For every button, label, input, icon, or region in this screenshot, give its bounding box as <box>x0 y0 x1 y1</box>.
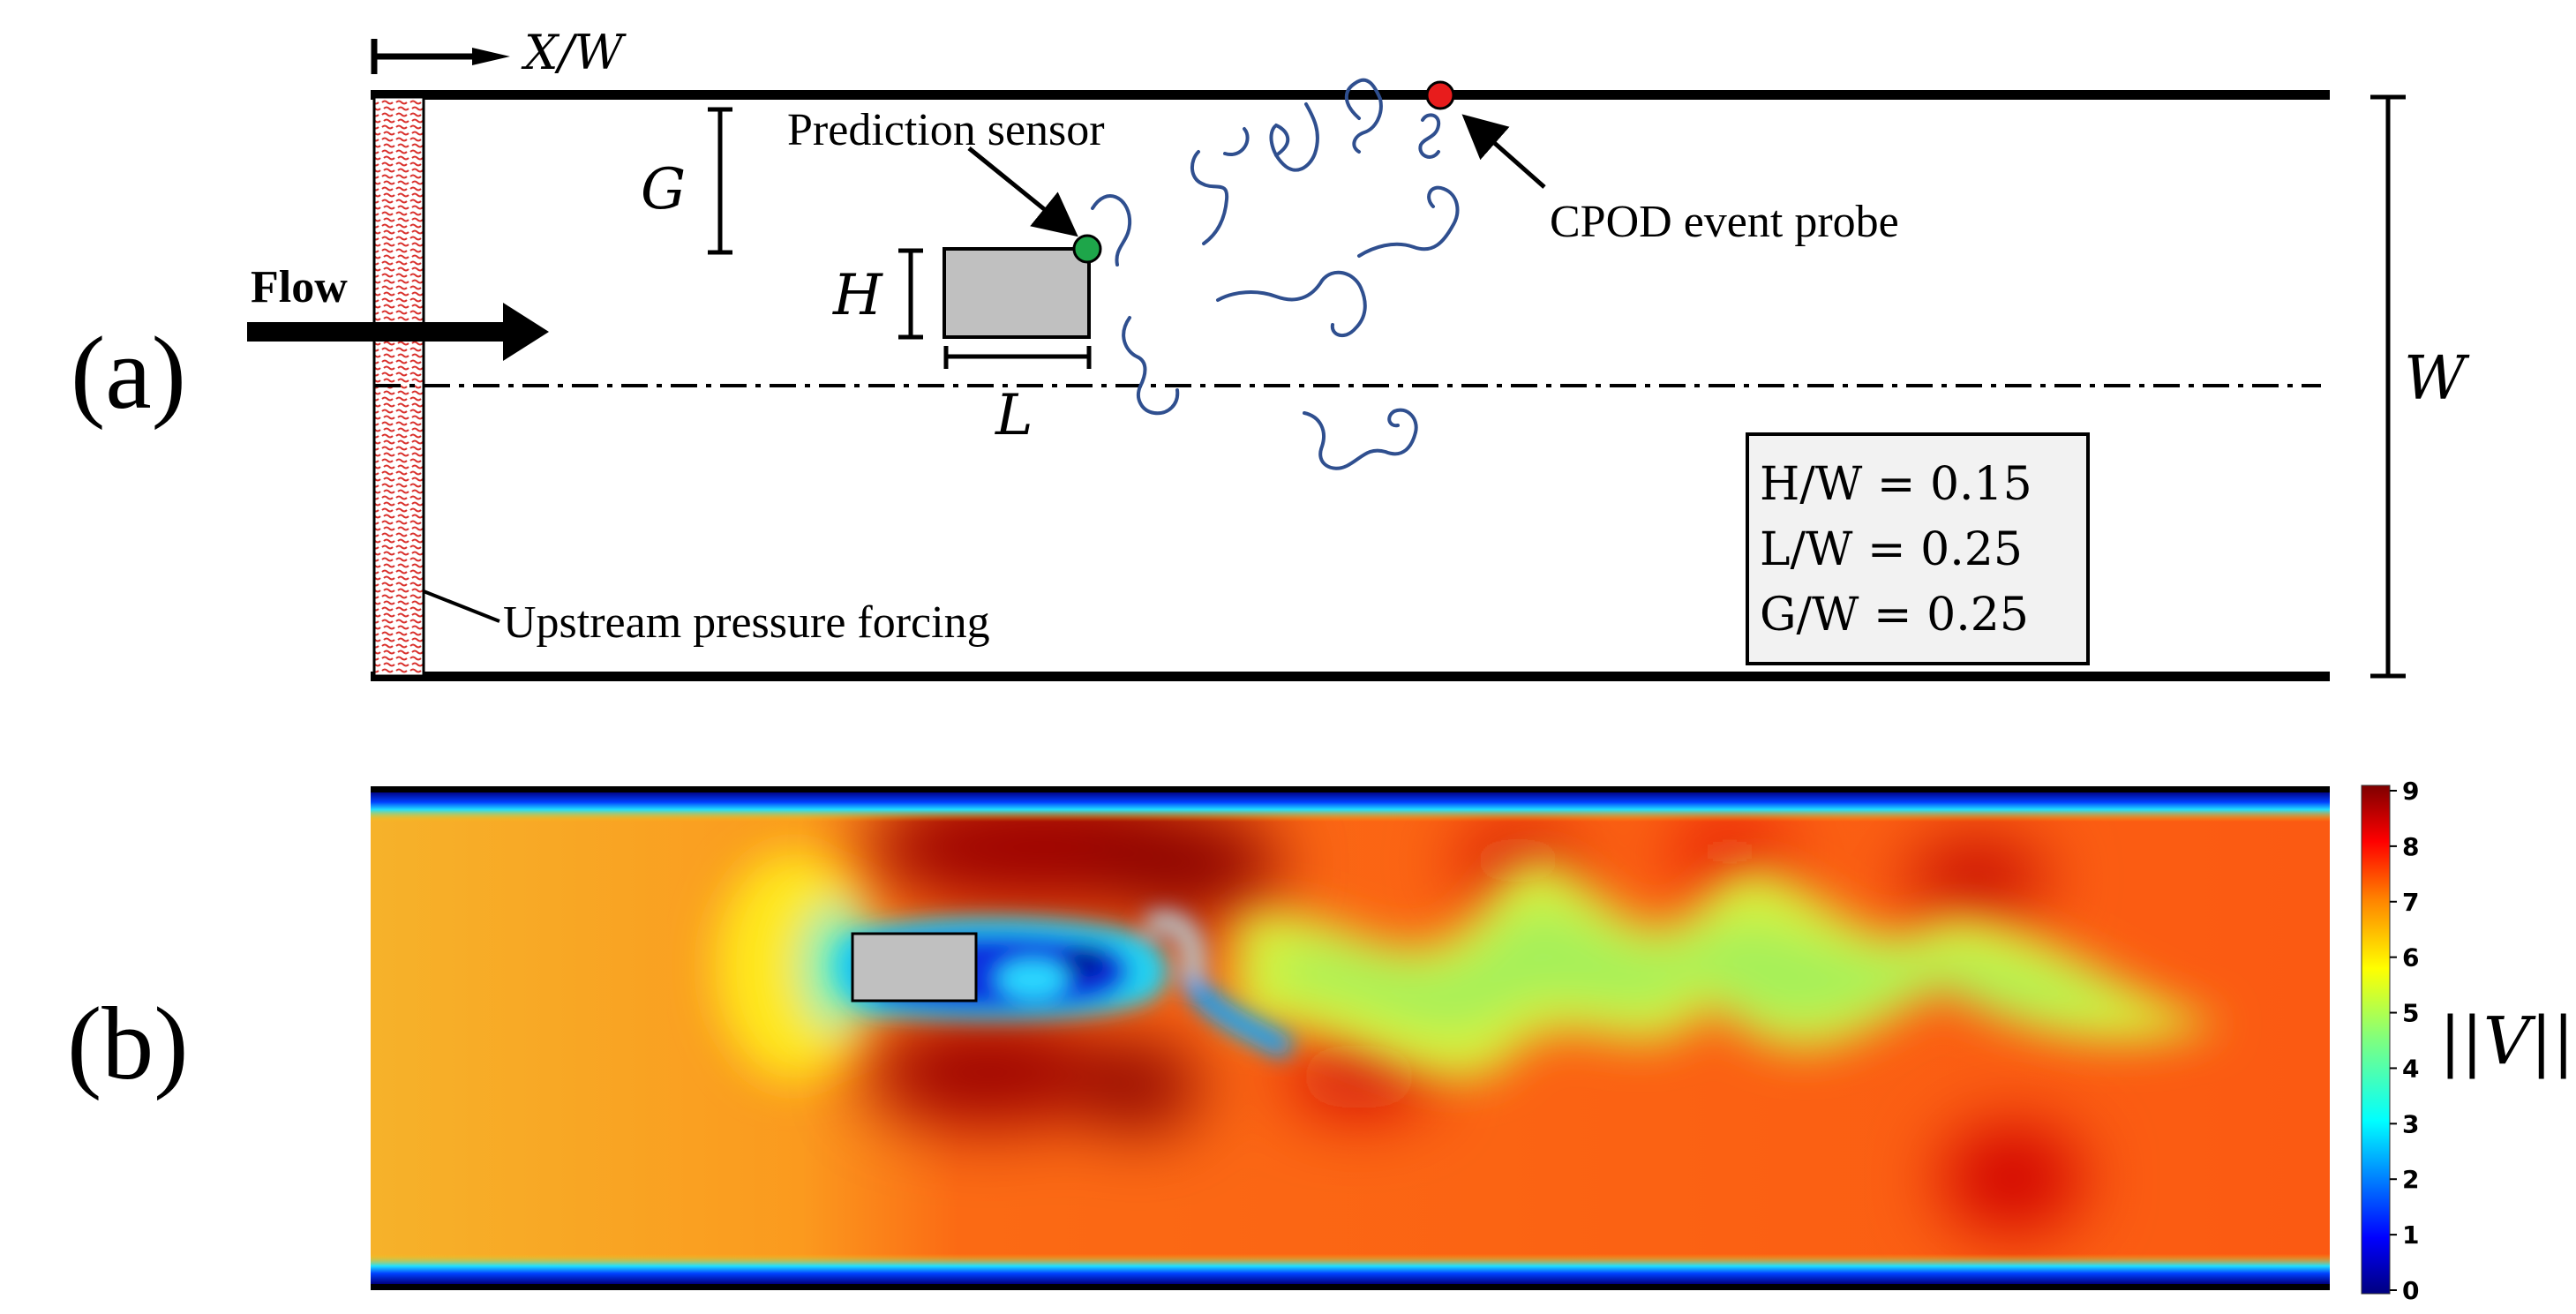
top-wall <box>371 90 2330 100</box>
prediction-sensor-leader <box>967 146 1078 237</box>
prediction-sensor-dot <box>1072 234 1102 264</box>
bluff-body <box>943 247 1091 339</box>
colorbar-tick-label: 3 <box>2402 1109 2419 1138</box>
panel-b: (b) <box>67 777 2574 1305</box>
ratio-gw: G/W = 0.25 <box>1760 589 2029 642</box>
flow-arrow-shaft <box>247 322 512 342</box>
l-dimension-label: L <box>995 383 1033 448</box>
h-dimension-bar <box>898 248 923 340</box>
forcing-leader-line <box>423 589 500 623</box>
colorbar-tick-label: 7 <box>2402 888 2419 917</box>
flow-label: Flow <box>251 262 348 312</box>
cpod-probe-label: CPOD event probe <box>1550 197 1899 247</box>
colorbar-tick-label: 6 <box>2402 943 2419 972</box>
w-dimension-bar <box>2370 94 2406 679</box>
field-bottom-wall <box>371 1284 2330 1290</box>
l-dimension-bar <box>943 346 1092 369</box>
vortex-lines <box>1091 78 1460 470</box>
bottom-wall <box>371 672 2330 681</box>
velocity-field <box>371 792 2330 1284</box>
colorbar-tick-label: 9 <box>2402 777 2419 806</box>
upstream-forcing-label: Upstream pressure forcing <box>503 597 990 648</box>
ratio-lw: L/W = 0.25 <box>1760 523 2023 576</box>
colorbar-title: ||V|| <box>2439 1003 2574 1079</box>
panel-a-label: (a) <box>71 315 186 431</box>
colorbar-ticks: 0 1 2 3 4 5 6 7 8 9 <box>2390 777 2419 1305</box>
x-axis-label: X/W <box>521 25 627 80</box>
g-dimension-label: G <box>641 157 686 222</box>
x-axis-indicator <box>371 39 510 74</box>
colorbar-tick-label: 0 <box>2402 1276 2419 1305</box>
g-dimension-bar <box>708 107 732 255</box>
ratio-hw: H/W = 0.15 <box>1760 458 2032 511</box>
colorbar-ramp <box>2361 785 2391 1295</box>
panel-a: (a) X/W Upstream pressure forcing Flow G <box>71 25 2470 681</box>
panel-b-label: (b) <box>67 986 189 1101</box>
prediction-sensor-label: Prediction sensor <box>787 105 1105 155</box>
colorbar-tick-label: 1 <box>2402 1220 2419 1250</box>
field-body <box>851 932 978 1002</box>
colorbar-tick-label: 4 <box>2402 1054 2419 1083</box>
colorbar-tick-label: 8 <box>2402 832 2419 861</box>
flow-arrow-head <box>503 303 549 361</box>
ratios-box <box>1746 432 2090 665</box>
w-dimension-label: W <box>2404 344 2470 414</box>
cpod-probe-leader <box>1461 114 1546 189</box>
field-top-wall <box>371 786 2330 792</box>
h-dimension-label: H <box>832 263 883 328</box>
colorbar-tick-label: 2 <box>2402 1165 2419 1194</box>
colorbar-tick-label: 5 <box>2402 999 2419 1028</box>
colorbar: 0 1 2 3 4 5 6 7 8 9 ||V|| <box>2361 777 2574 1305</box>
ratios-list: H/W = 0.15 L/W = 0.25 G/W = 0.25 <box>1760 458 2032 642</box>
cpod-probe-dot <box>1425 80 1455 110</box>
